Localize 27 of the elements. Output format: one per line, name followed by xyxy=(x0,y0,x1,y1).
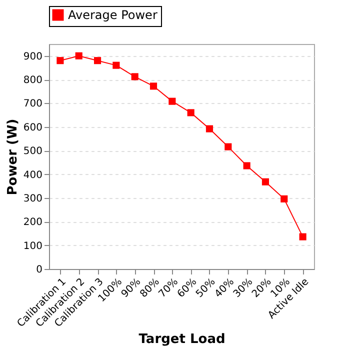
point xyxy=(112,62,120,69)
y-tick-label: 800 xyxy=(23,75,42,86)
y-axis-title: Power (W) xyxy=(5,118,20,196)
point xyxy=(131,73,138,80)
y-tick-label: 0 xyxy=(36,264,42,276)
y-tick-label: 200 xyxy=(23,217,42,228)
point xyxy=(75,52,82,60)
point xyxy=(243,162,250,170)
point xyxy=(262,178,270,186)
y-tick-label: 500 xyxy=(23,146,42,158)
x-axis-title: Target Load xyxy=(138,332,226,347)
y-tick-label: 400 xyxy=(23,170,42,181)
y-tick-label: 100 xyxy=(23,240,42,252)
point xyxy=(150,82,158,90)
point xyxy=(187,109,194,116)
point xyxy=(94,57,102,64)
point xyxy=(168,98,176,105)
y-tick-label: 600 xyxy=(23,122,42,134)
legend-label: Average Power xyxy=(68,8,158,22)
point xyxy=(206,125,214,132)
point xyxy=(299,233,306,240)
point xyxy=(224,143,232,150)
point xyxy=(280,195,288,202)
y-tick-label: 700 xyxy=(23,98,42,110)
y-tick-label: 300 xyxy=(23,193,42,204)
point xyxy=(56,57,64,64)
y-tick-label: 900 xyxy=(23,51,42,62)
